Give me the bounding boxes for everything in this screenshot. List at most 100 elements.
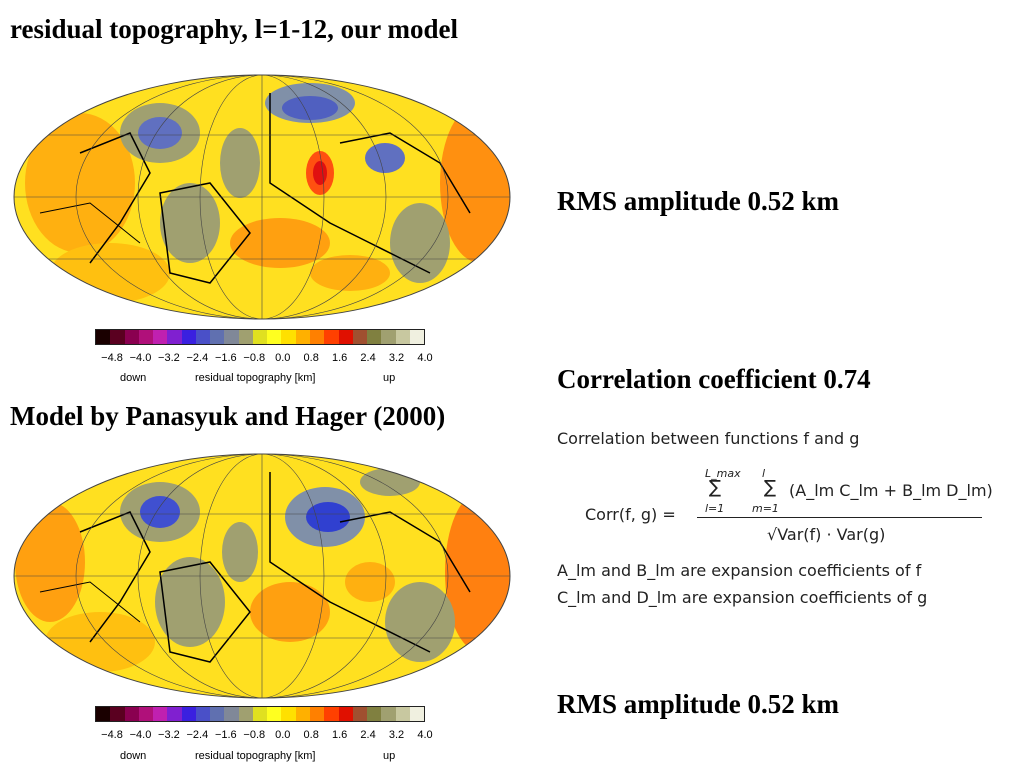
sum-outer-bottom: l=1 xyxy=(705,502,725,515)
colorbar-swatch xyxy=(252,330,268,344)
colorbar-swatch xyxy=(324,330,339,344)
colorbar-swatch xyxy=(352,707,368,721)
colorbar-tick-label: −3.2 xyxy=(158,729,180,741)
colorbar-swatch xyxy=(395,707,410,721)
bottom-residual-topography-map xyxy=(13,453,511,699)
colorbar-swatch xyxy=(338,707,353,721)
colorbar-tick-label: −1.6 xyxy=(214,729,237,741)
colorbar-swatch xyxy=(324,707,339,721)
colorbar-tick-label: 0.8 xyxy=(303,352,319,364)
colorbar-swatch xyxy=(124,707,139,721)
formula-numerator: (A_lm C_lm + B_lm D_lm) xyxy=(789,481,993,500)
top-colorbar-ticks: −4.8 −4.0 −3.2 −2.4 −1.6 −0.8 0.0 0.8 1.6 2.4 3.2 4… xyxy=(90,352,440,366)
colorbar-tick-label: 2.4 xyxy=(360,729,376,741)
colorbar-tick-label: −4.8 xyxy=(101,729,123,741)
colorbar-swatch xyxy=(367,330,382,344)
colorbar-swatch xyxy=(338,330,353,344)
colorbar-tick-label: −0.8 xyxy=(243,729,266,741)
colorbar-swatch xyxy=(210,707,225,721)
label-down: down xyxy=(120,372,147,384)
colorbar-swatch xyxy=(295,330,310,344)
formula-denominator: √Var(f) · Var(g) xyxy=(767,525,886,544)
sum-inner-bottom: m=1 xyxy=(752,502,779,515)
colorbar-swatch xyxy=(110,707,125,721)
colorbar-swatch xyxy=(181,707,196,721)
colorbar-tick-label: −2.4 xyxy=(186,729,209,741)
colorbar-swatch xyxy=(281,330,296,344)
sigma-inner-icon: ∑ xyxy=(764,477,777,498)
colorbar-tick-label: −4.0 xyxy=(129,352,152,364)
formula-lhs: Corr(f, g) = xyxy=(585,505,676,524)
colorbar-swatch xyxy=(224,330,239,344)
colorbar-tick-label: −3.2 xyxy=(158,352,180,364)
colorbar-tick-label: 3.2 xyxy=(388,729,405,741)
colorbar-tick-label: 1.6 xyxy=(331,729,348,741)
colorbar-swatch xyxy=(210,330,225,344)
bottom-colorbar-labels: down residual topography [km] up xyxy=(90,750,440,764)
colorbar-tick-label: 4.0 xyxy=(417,729,433,741)
formula-note-1: A_lm and B_lm are expansion coefficients… xyxy=(557,561,922,580)
colorbar-swatch xyxy=(110,330,125,344)
colorbar-swatch xyxy=(409,707,425,721)
colorbar-swatch xyxy=(295,707,310,721)
correlation-formula: Correlation between functions f and g L_… xyxy=(557,425,997,615)
fraction-line xyxy=(697,517,982,518)
colorbar-tick-label: −1.6 xyxy=(214,352,237,364)
colorbar-swatch xyxy=(195,707,211,721)
colorbar-swatch xyxy=(181,330,196,344)
colorbar-swatch xyxy=(96,330,111,344)
label-title: residual topography [km] xyxy=(195,750,316,762)
bottom-colorbar-ticks: −4.8 −4.0 −3.2 −2.4 −1.6 −0.8 0.0 0.8 1.6 2.4 3.2 4… xyxy=(90,729,440,743)
colorbar-tick-label: −4.8 xyxy=(101,352,123,364)
colorbar-swatch xyxy=(224,707,239,721)
label-up: up xyxy=(383,750,396,762)
colorbar-swatch xyxy=(267,707,282,721)
colorbar-tick-label: −2.4 xyxy=(186,352,209,364)
colorbar-swatch xyxy=(153,330,168,344)
colorbar-swatch xyxy=(281,707,296,721)
label-title: residual topography [km] xyxy=(195,372,316,384)
colorbar-swatch xyxy=(153,707,168,721)
rms-amplitude-bottom: RMS amplitude 0.52 km xyxy=(557,689,840,719)
colorbar-tick-label: 4.0 xyxy=(417,352,433,364)
colorbar-swatch xyxy=(252,707,268,721)
top-map-title: residual topography, l=1-12, our model xyxy=(10,14,458,44)
colorbar-swatch xyxy=(367,707,382,721)
colorbar-swatch xyxy=(238,330,253,344)
colorbar-tick-label: 0.0 xyxy=(275,729,291,741)
colorbar-swatch xyxy=(395,330,410,344)
bottom-map-title: Model by Panasyuk and Hager (2000) xyxy=(10,401,446,431)
colorbar-swatch xyxy=(138,707,154,721)
colorbar-swatch xyxy=(267,330,282,344)
colorbar-tick-label: −0.8 xyxy=(243,352,266,364)
correlation-coefficient: Correlation coefficient 0.74 xyxy=(557,364,871,394)
label-up: up xyxy=(383,372,396,384)
bottom-colorbar xyxy=(95,706,425,722)
colorbar-tick-label: 2.4 xyxy=(360,352,376,364)
formula-heading: Correlation between functions f and g xyxy=(557,429,860,448)
colorbar-tick-label: 0.8 xyxy=(303,729,319,741)
top-colorbar-labels: down residual topography [km] up xyxy=(90,372,440,386)
colorbar-tick-label: 0.0 xyxy=(275,352,291,364)
colorbar-swatch xyxy=(238,707,253,721)
colorbar-swatch xyxy=(352,330,368,344)
colorbar-swatch xyxy=(167,330,182,344)
label-down: down xyxy=(120,750,147,762)
sum-inner-top: l xyxy=(762,467,766,480)
formula-note-2: C_lm and D_lm are expansion coefficients… xyxy=(557,588,928,607)
rms-amplitude-top: RMS amplitude 0.52 km xyxy=(557,186,840,216)
colorbar-swatch xyxy=(381,707,396,721)
colorbar-swatch xyxy=(96,707,111,721)
colorbar-tick-label: 1.6 xyxy=(331,352,348,364)
top-colorbar xyxy=(95,329,425,345)
top-residual-topography-map xyxy=(13,74,511,320)
colorbar-swatch xyxy=(167,707,182,721)
sigma-outer-icon: ∑ xyxy=(709,477,722,498)
colorbar-tick-label: 3.2 xyxy=(388,352,405,364)
sum-outer-top: L_max xyxy=(705,467,741,480)
colorbar-tick-label: −4.0 xyxy=(129,729,152,741)
colorbar-swatch xyxy=(381,330,396,344)
colorbar-swatch xyxy=(309,330,325,344)
colorbar-swatch xyxy=(309,707,325,721)
colorbar-swatch xyxy=(409,330,425,344)
